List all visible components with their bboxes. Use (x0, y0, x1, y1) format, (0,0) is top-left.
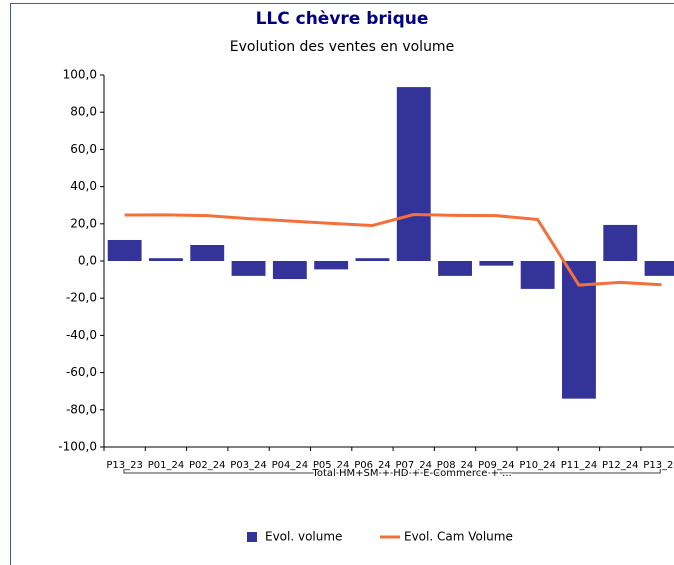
y-tick-label: 60,0 (70, 142, 97, 156)
y-tick-label: 100,0 (63, 68, 97, 82)
x-tick-label: P06_24 (354, 460, 390, 471)
x-tick-label: P13_23 (106, 460, 142, 471)
y-tick-label: 0,0 (78, 254, 97, 268)
x-tick-label: P04_24 (272, 460, 308, 471)
group-bracket (123, 469, 661, 474)
bar (149, 258, 183, 261)
y-tick-label: -80,0 (66, 402, 97, 416)
x-tick-label: P13_24 (643, 460, 674, 471)
y-tick-label: -100,0 (58, 440, 97, 454)
group-label: Total HM+SM + HD + E-Commerce + ... (311, 468, 511, 479)
line (124, 213, 662, 287)
bar (438, 261, 472, 276)
bar (355, 258, 390, 261)
x-tick-label: P07_24 (396, 460, 432, 471)
x-tick-label: P10_24 (519, 460, 555, 471)
x-tick-label: P12_24 (602, 460, 638, 471)
chart-subtitle: Evolution des ventes en volume (230, 39, 454, 55)
x-tick-label: P05_24 (313, 460, 349, 471)
bar (520, 261, 555, 289)
legend-label: Evol. Cam Volume (404, 530, 513, 544)
bar (231, 261, 266, 276)
chart-title: LLC chèvre brique (256, 9, 429, 29)
bar (479, 261, 514, 266)
x-tick-label: P09_24 (478, 460, 514, 471)
bar (603, 224, 638, 261)
x-tick-label: P01_24 (148, 460, 184, 471)
x-tick-label: P03_24 (230, 460, 266, 471)
bar (190, 245, 225, 261)
plot: -100,0 -80,0 -60,0 -40,0 -20,0 0,0 20,0 40,0 60,… (58, 68, 674, 481)
bar (644, 261, 674, 276)
y-tick-label: 20,0 (70, 216, 97, 230)
bar (107, 239, 142, 261)
y-tick-label: -60,0 (66, 365, 97, 379)
y-tick-label: 80,0 (70, 105, 97, 119)
x-tick-label: P02_24 (189, 460, 225, 471)
y-tick-label: 40,0 (70, 179, 97, 193)
x-tick-label: P11_24 (561, 460, 597, 471)
bar (562, 261, 596, 399)
bar (272, 261, 307, 280)
bar (396, 87, 431, 261)
y-tick-label: -20,0 (66, 291, 97, 305)
y-tick-label: -40,0 (66, 328, 97, 342)
x-tick-label: P08_24 (437, 460, 473, 471)
bar (314, 261, 349, 270)
legend-label: Evol. volume (265, 530, 342, 544)
legend-swatch (247, 532, 257, 542)
